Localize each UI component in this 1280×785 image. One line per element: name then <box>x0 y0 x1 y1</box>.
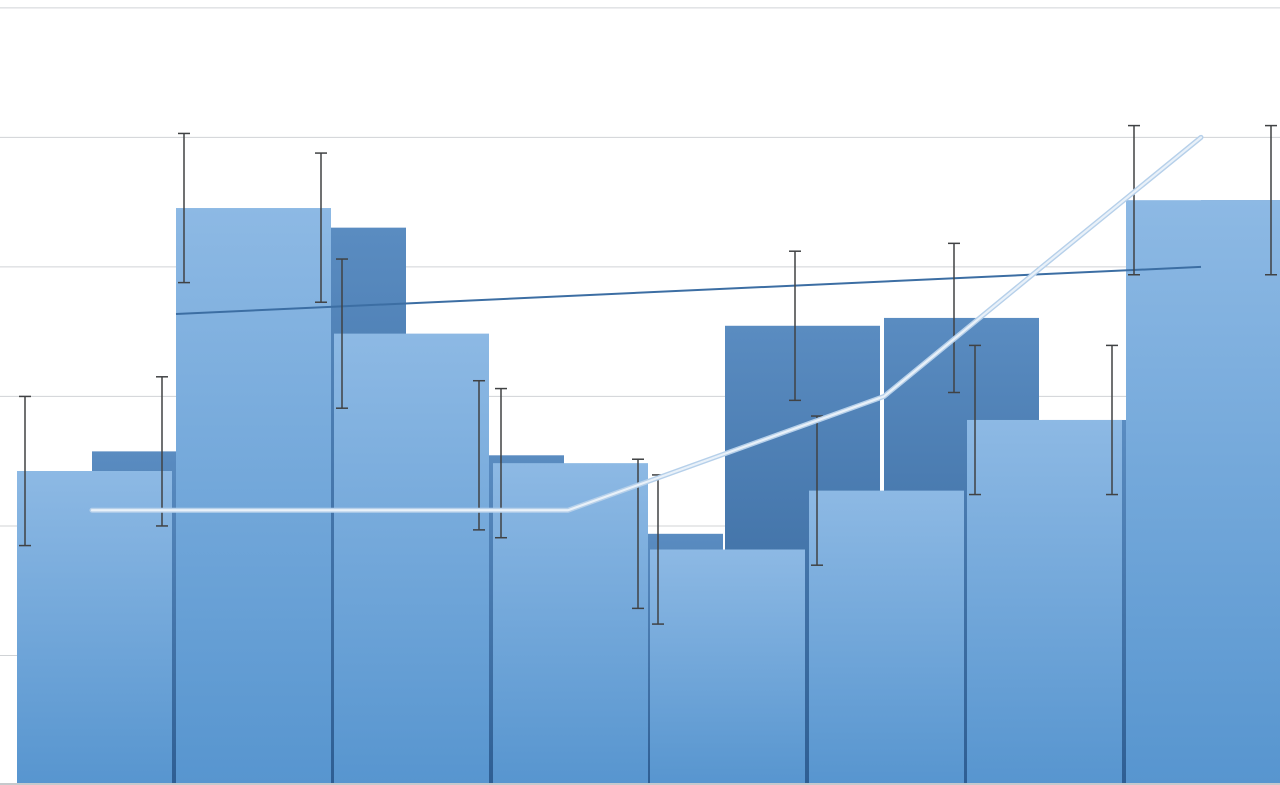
bar-front-7 <box>1126 200 1280 785</box>
bar-front-0 <box>17 471 172 785</box>
chart-svg <box>0 0 1280 785</box>
bar-front-4 <box>650 550 805 785</box>
bar-front-1 <box>176 208 331 785</box>
bar-line-combo-chart <box>0 0 1280 785</box>
bar-front-2 <box>334 334 489 785</box>
bar-front-5 <box>809 491 964 785</box>
bar-front-6 <box>967 420 1122 785</box>
